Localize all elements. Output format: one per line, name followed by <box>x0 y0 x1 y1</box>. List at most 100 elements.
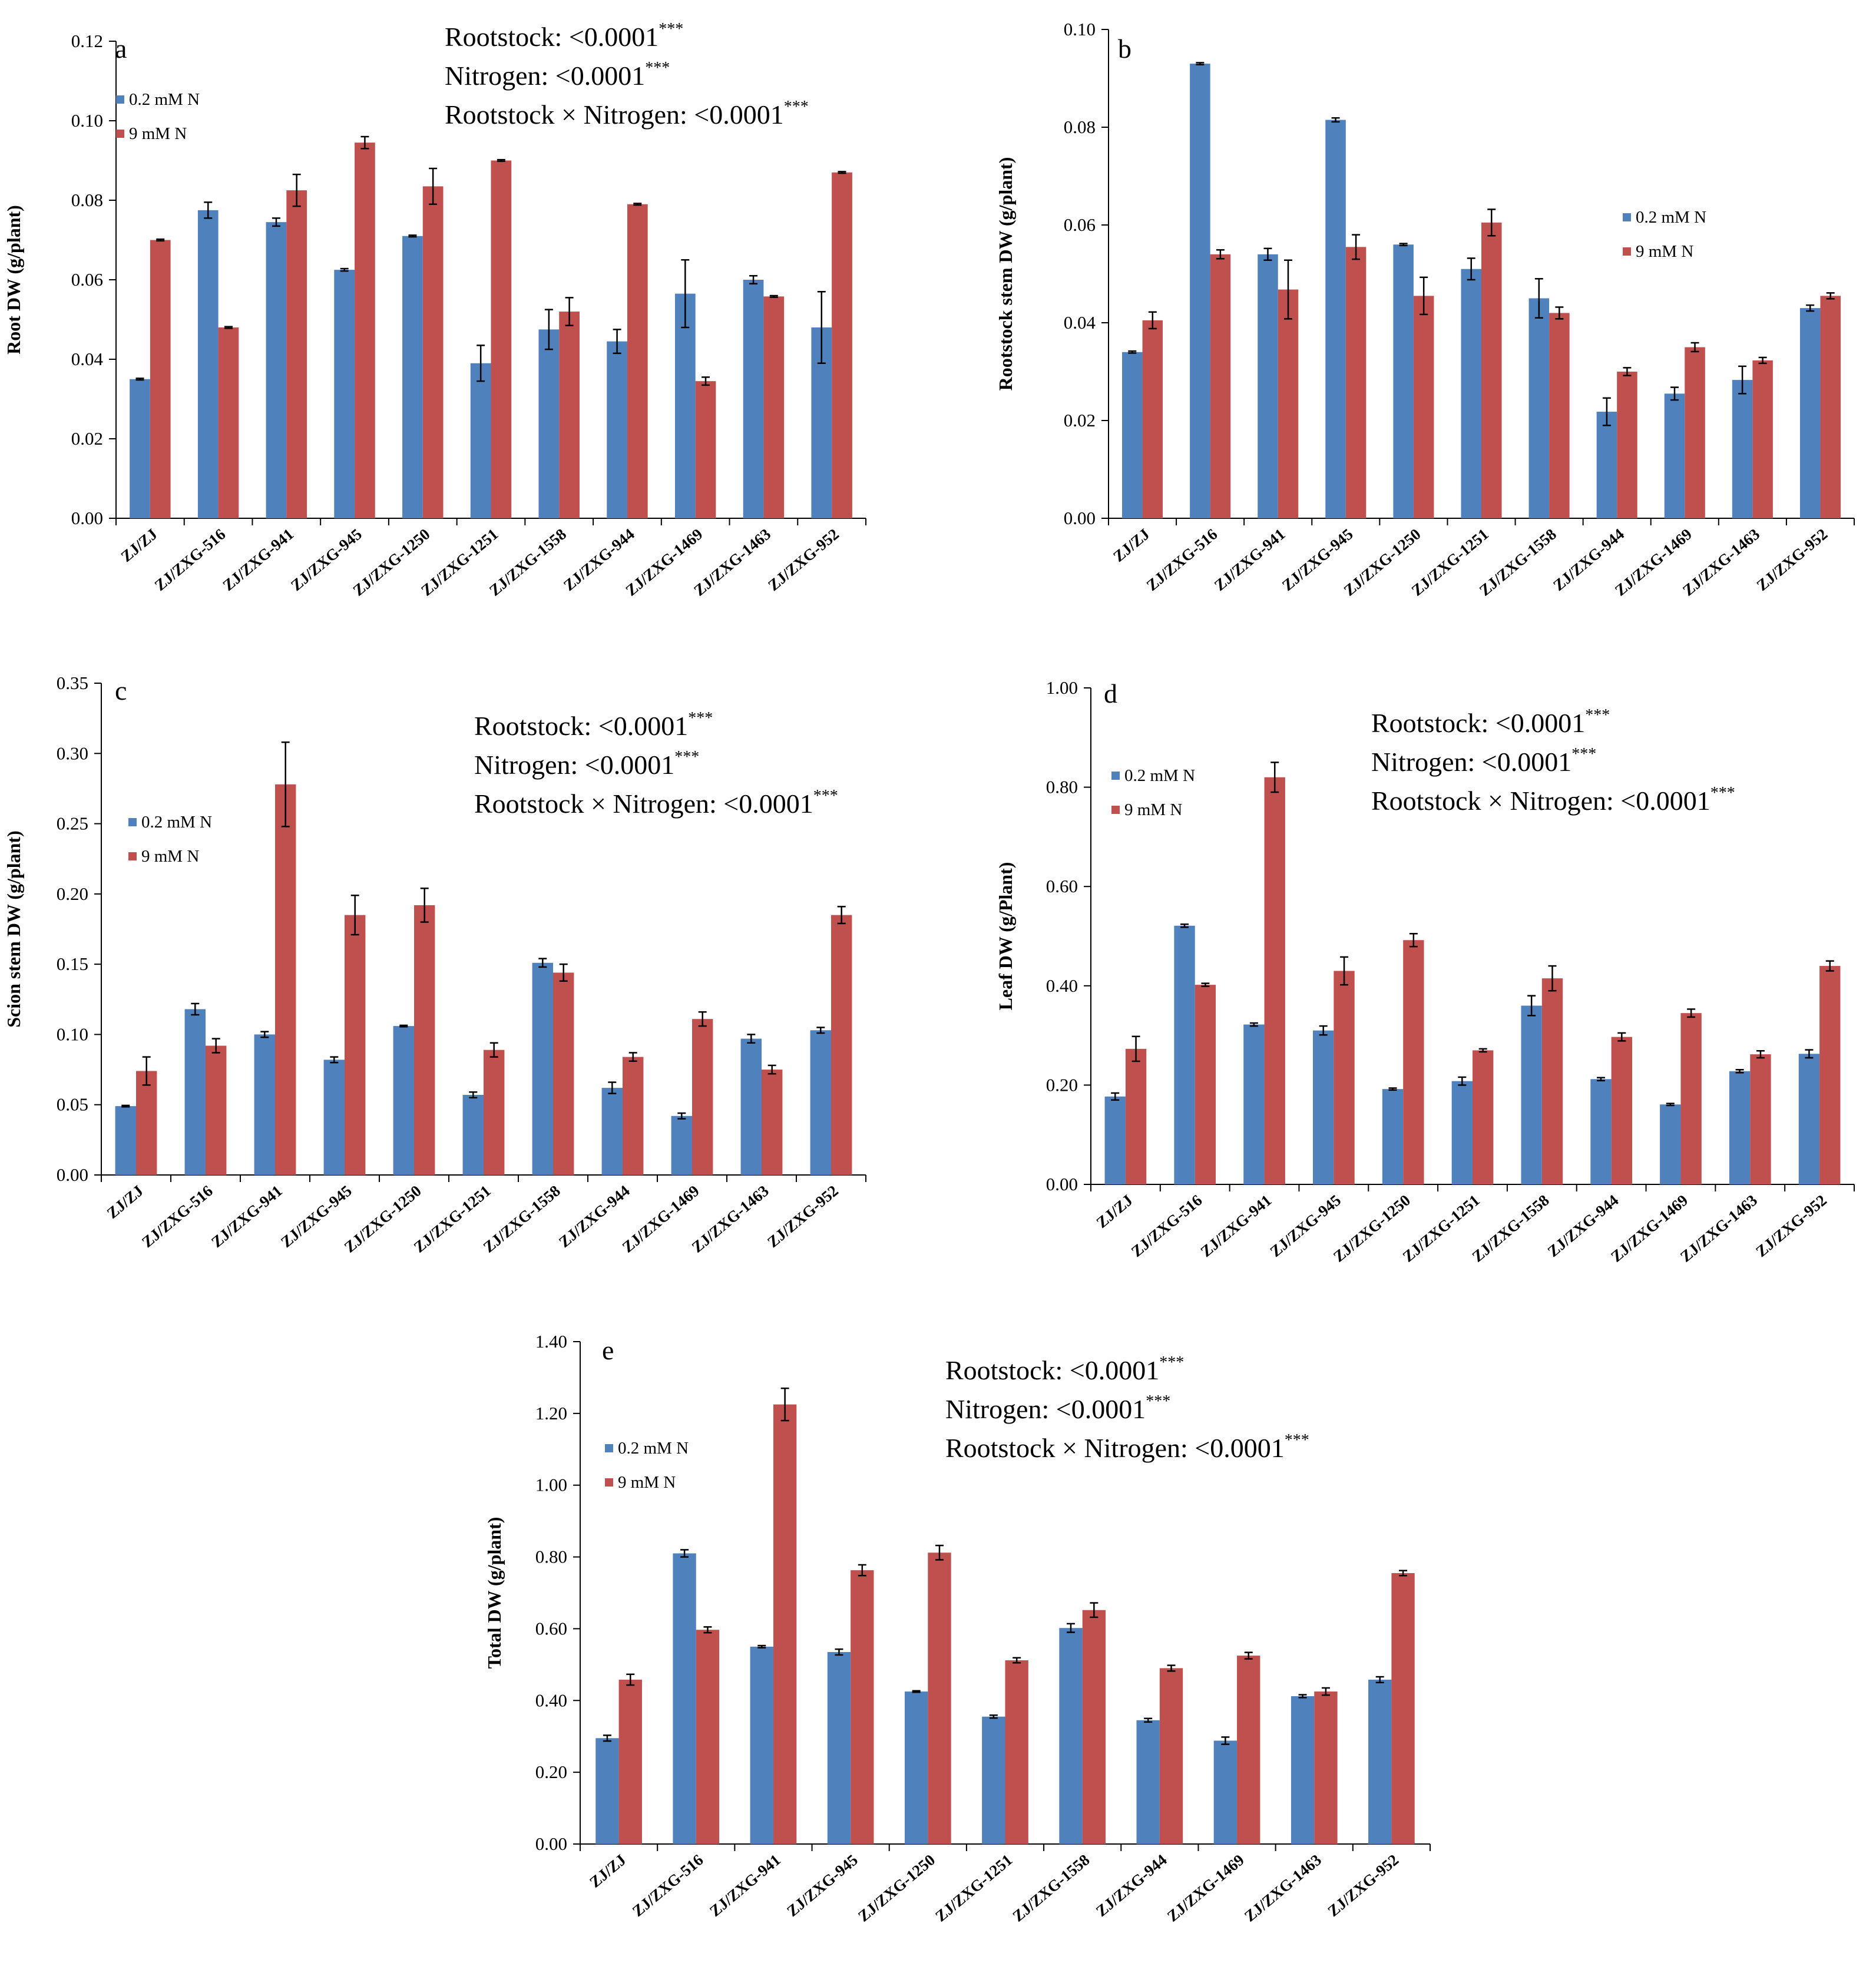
y-tick-label: 0.08 <box>71 190 103 210</box>
bar-high-n-2 <box>206 1045 227 1175</box>
x-tick-label: ZJ/ZXG-1463 <box>1677 1191 1761 1266</box>
x-tick-label: ZJ/ZXG-1558 <box>480 1182 564 1256</box>
error-bar <box>749 275 758 284</box>
bar-high-n-9 <box>695 381 716 518</box>
stat-annotation: Nitrogen: <0.0001*** <box>1371 745 1596 777</box>
error-bar <box>935 1544 944 1561</box>
y-axis-label: Root DW (g/plant) <box>3 205 24 355</box>
bar-high-n-10 <box>1752 360 1773 518</box>
error-bar <box>1420 276 1428 316</box>
legend-label: 9 mM N <box>129 124 187 143</box>
error-bar <box>1738 365 1747 395</box>
error-bar <box>1144 1717 1153 1723</box>
bar-low-n-3 <box>266 222 287 518</box>
bar-high-n-1 <box>136 1071 157 1175</box>
x-tick-label: ZJ/ZXG-516 <box>151 525 229 594</box>
error-bar <box>817 291 826 364</box>
bar-high-n-8 <box>1617 372 1637 518</box>
bar-low-n-4 <box>1313 1030 1334 1184</box>
bar-low-n-7 <box>532 962 553 1175</box>
x-tick-label: ZJ/ZJ <box>1110 525 1153 565</box>
y-tick-label: 0.00 <box>57 1164 88 1185</box>
x-tick-label: ZJ/ZXG-941 <box>1197 1191 1275 1260</box>
error-bar <box>559 963 568 982</box>
y-tick-label: 0.40 <box>1046 975 1078 996</box>
y-axis-label: Rootstock stem DW (g/plant) <box>995 157 1016 391</box>
bar-low-n-11 <box>810 1030 831 1175</box>
error-bar <box>399 1024 408 1028</box>
legend-label: 0.2 mM N <box>141 813 212 832</box>
error-bar <box>1478 1048 1487 1053</box>
x-tick-label: ZJ/ZXG-1250 <box>855 1851 938 1925</box>
stat-annotation: Rootstock: <0.0001*** <box>445 20 683 52</box>
x-tick-label: ZJ/ZJ <box>117 525 160 565</box>
error-bar <box>1666 1103 1675 1107</box>
error-bar <box>204 201 213 219</box>
y-tick-label: 1.20 <box>535 1403 567 1424</box>
error-bar <box>1221 1736 1230 1745</box>
bar-low-n-9 <box>1660 1104 1681 1184</box>
bar-high-n-9 <box>692 1019 713 1175</box>
bar-low-n-9 <box>671 1115 692 1175</box>
legend-label: 0.2 mM N <box>1636 208 1706 227</box>
error-bar <box>330 1056 339 1064</box>
stat-annotation-text: Rootstock: <0.0001 <box>1371 708 1585 738</box>
bar-high-n-6 <box>484 1050 505 1175</box>
bar-high-n-11 <box>1819 966 1841 1184</box>
error-bar <box>1756 1050 1765 1059</box>
bar-low-n-2 <box>1190 64 1210 519</box>
error-bar <box>1399 1570 1408 1577</box>
stat-annotation-text: Rootstock × Nitrogen: <0.0001 <box>1371 786 1710 816</box>
error-bar <box>1013 1657 1021 1664</box>
legend-swatch <box>1111 806 1120 814</box>
legend-swatch <box>116 95 124 104</box>
y-tick-label: 0.20 <box>57 883 88 904</box>
error-bar <box>703 1626 712 1634</box>
bar-low-n-2 <box>197 210 219 518</box>
legend-label: 9 mM N <box>618 1473 676 1492</box>
bar-low-n-10 <box>1732 380 1753 518</box>
y-tick-label: 0.30 <box>57 743 88 763</box>
bar-high-n-4 <box>1334 971 1355 1184</box>
x-tick-label: ZJ/ZXG-1469 <box>1164 1851 1248 1925</box>
y-tick-label: 0.06 <box>71 269 103 290</box>
legend-swatch <box>605 1478 613 1487</box>
bar-high-n-9 <box>1680 1013 1702 1184</box>
error-bar <box>1131 1035 1140 1062</box>
legend-swatch <box>116 130 124 138</box>
x-tick-label: ZJ/ZXG-941 <box>1211 525 1289 594</box>
bar-low-n-5 <box>402 236 423 518</box>
error-bar <box>633 203 642 206</box>
y-tick-label: 0.15 <box>57 954 88 974</box>
bar-low-n-3 <box>750 1646 773 1844</box>
y-tick-label: 0.04 <box>71 349 104 369</box>
error-bar <box>360 135 369 150</box>
error-bar <box>1319 1025 1328 1036</box>
stat-annotation-sup: *** <box>1159 1353 1184 1372</box>
y-tick-label: 0.10 <box>71 110 103 131</box>
bar-low-n-10 <box>740 1038 762 1175</box>
stat-annotation-text: Nitrogen: <0.0001 <box>945 1394 1146 1424</box>
bar-high-n-10 <box>763 296 785 518</box>
stat-annotation-sup: *** <box>1571 745 1596 763</box>
error-bar <box>1375 1676 1384 1684</box>
bar-high-n-8 <box>627 204 648 518</box>
x-tick-label: ZJ/ZXG-1463 <box>1241 1851 1325 1925</box>
stat-annotation-sup: *** <box>1285 1431 1309 1449</box>
y-tick-label: 0.04 <box>1064 312 1096 333</box>
x-tick-label: ZJ/ZJ <box>104 1182 147 1222</box>
stat-annotation: Nitrogen: <0.0001*** <box>474 748 699 780</box>
bar-low-n-8 <box>1136 1720 1160 1844</box>
y-tick-label: 0.02 <box>71 428 103 449</box>
legend-swatch <box>1623 213 1631 221</box>
bar-high-n-1 <box>150 240 171 518</box>
stat-annotation: Rootstock × Nitrogen: <0.0001*** <box>1371 784 1735 816</box>
bar-low-n-4 <box>323 1060 345 1175</box>
bar-high-n-4 <box>1345 247 1367 518</box>
bar-high-n-11 <box>1820 296 1841 518</box>
y-tick-label: 0.05 <box>57 1094 88 1115</box>
bar-low-n-5 <box>393 1026 414 1175</box>
stat-annotation: Nitrogen: <0.0001*** <box>945 1392 1170 1424</box>
bar-high-n-7 <box>559 312 580 518</box>
